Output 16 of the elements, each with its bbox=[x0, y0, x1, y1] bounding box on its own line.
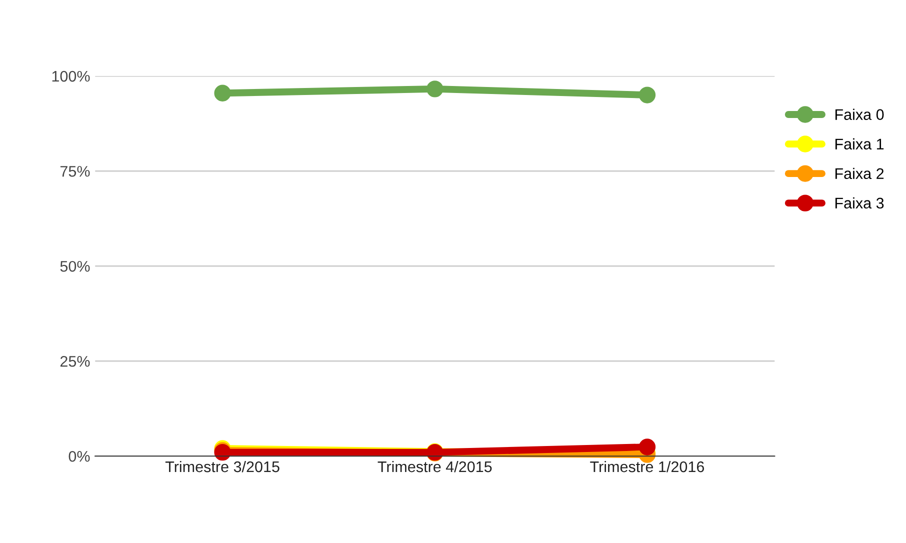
point bbox=[638, 86, 656, 104]
legend-label: Faixa 3 bbox=[835, 197, 884, 209]
point bbox=[426, 80, 444, 98]
y-tick-label: 50% bbox=[60, 260, 90, 272]
legend-label: Faixa 1 bbox=[835, 138, 884, 150]
y-tick-label: 100% bbox=[52, 70, 90, 82]
x-tick-label: Trimestre 1/2016 bbox=[590, 460, 704, 472]
point bbox=[214, 84, 231, 102]
y-tick-label: 75% bbox=[60, 166, 90, 177]
y-tick-label: 25% bbox=[60, 356, 90, 367]
x-tick-label: Trimestre 3/2015 bbox=[165, 460, 280, 472]
y-tick-label: 0% bbox=[68, 450, 90, 462]
legend-label: Faixa 2 bbox=[835, 168, 884, 180]
point bbox=[638, 438, 656, 456]
x-tick-label: Trimestre 4/2015 bbox=[378, 460, 492, 472]
legend-label: Faixa 0 bbox=[835, 108, 884, 120]
